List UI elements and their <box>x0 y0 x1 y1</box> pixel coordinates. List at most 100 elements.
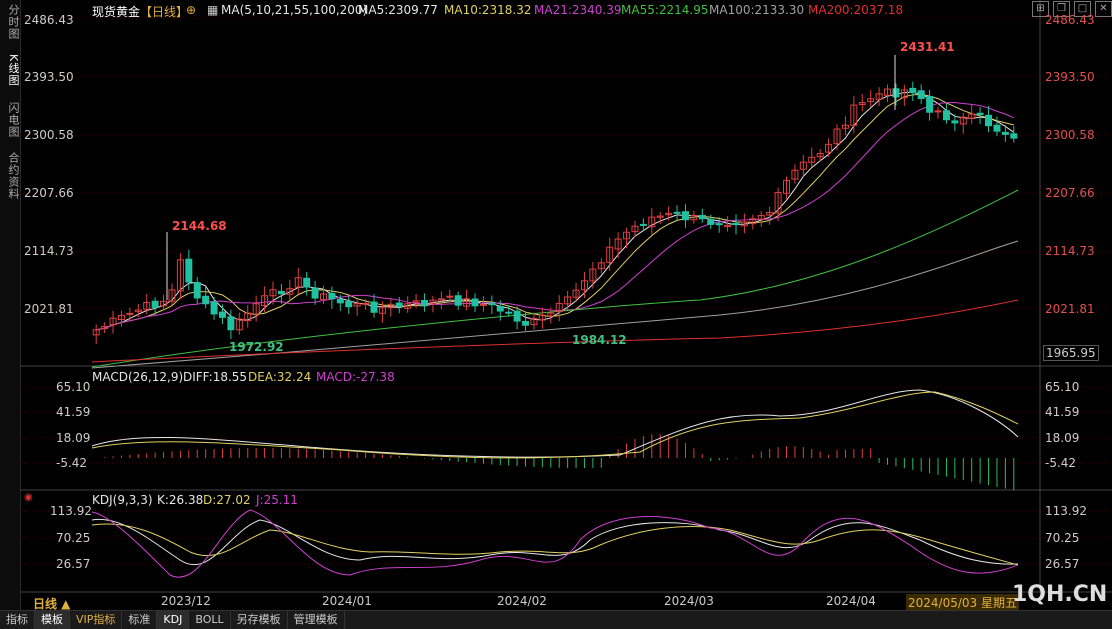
candle-body <box>1010 133 1018 139</box>
candle-body <box>252 303 260 316</box>
tab-vip-indicators[interactable]: VIP指标 <box>70 611 123 629</box>
candle-body <box>673 211 681 214</box>
window-controls: ⊞ ❐ □ ✕ <box>1032 1 1112 17</box>
candle-body <box>387 303 395 309</box>
candle-body <box>269 289 277 297</box>
tab-manage-templates[interactable]: 管理模板 <box>288 611 345 629</box>
tab-indicators[interactable]: 指标 <box>0 611 35 629</box>
candle-body <box>471 298 479 307</box>
drawing-tool-icon[interactable]: ▦ <box>207 3 219 17</box>
candle-body <box>766 212 774 216</box>
tab-flash[interactable]: 闪电图 <box>7 102 20 138</box>
macd-right-tick-1: 41.59 <box>1045 405 1080 419</box>
ma55-line <box>91 189 1019 368</box>
candle-body <box>825 143 833 153</box>
date-label-mar: 2024/03 <box>664 594 714 608</box>
dec-high-annotation: 2144.68 <box>172 219 227 233</box>
kdj-j-line <box>91 509 1019 578</box>
candle-body <box>395 302 403 308</box>
ma5-value: MA5:2309.77 <box>358 3 438 17</box>
macd-lines <box>91 389 1019 459</box>
candle-body <box>606 246 614 263</box>
candle-body <box>126 312 134 315</box>
left-price-tick-3: 2207.66 <box>24 186 74 200</box>
kdj-right-tick-2: 26.57 <box>1045 557 1080 571</box>
tab-standard[interactable]: 标准 <box>122 611 158 629</box>
candle-body <box>227 316 235 331</box>
macd-title: MACD(26,12,9) <box>92 370 184 384</box>
macd-left-tick-2: 18.09 <box>56 431 91 445</box>
candle-body <box>614 238 622 250</box>
candle-body <box>311 287 319 299</box>
candle-body <box>303 277 311 288</box>
add-indicator-icon[interactable]: ⊕ <box>186 3 197 17</box>
candle-body <box>555 302 563 313</box>
right-price-tick-3: 2207.66 <box>1045 186 1095 200</box>
candle-body <box>681 211 689 221</box>
candle-body <box>909 87 917 94</box>
kdj-left-tick-1: 70.25 <box>56 531 91 545</box>
candle-body <box>168 289 176 302</box>
ma200-value: MA200:2037.18 <box>808 3 904 17</box>
candle-body <box>404 303 412 309</box>
moving-average-lines <box>91 91 1019 369</box>
tab-save-template[interactable]: 另存模板 <box>231 611 288 629</box>
candle-body <box>193 282 201 299</box>
candle-body <box>345 301 353 308</box>
restore-icon[interactable]: ❐ <box>1053 1 1070 17</box>
candle-body <box>151 300 159 308</box>
tab-kdj[interactable]: KDJ <box>157 611 190 629</box>
left-price-tick-1: 2393.50 <box>24 70 74 84</box>
kdj-left-tick-0: 113.92 <box>50 504 92 518</box>
candle-body <box>547 312 555 317</box>
right-price-tick-2: 2300.58 <box>1045 128 1095 142</box>
macd-dea: DEA:32.24 <box>248 370 312 384</box>
chart-stage[interactable] <box>20 0 1112 610</box>
macd-right-tick-0: 65.10 <box>1045 380 1080 394</box>
left-price-top: 2486.43 <box>24 13 74 27</box>
candle-body <box>799 161 807 170</box>
candle-body <box>176 259 184 292</box>
candle-body <box>850 104 858 126</box>
left-price-tick-5: 2021.81 <box>24 302 74 316</box>
right-price-tick-0: 2486.43 <box>1045 13 1095 27</box>
tab-templates[interactable]: 模板 <box>35 611 70 629</box>
tab-kline[interactable]: K线图 <box>7 54 20 87</box>
tab-contract-info[interactable]: 合约资料 <box>7 152 20 200</box>
candle-body <box>143 302 151 310</box>
maximize-icon[interactable]: □ <box>1074 1 1091 17</box>
grid-icon[interactable]: ⊞ <box>1032 1 1049 17</box>
candle-body <box>791 169 799 180</box>
candle-body <box>783 180 790 194</box>
candle-body <box>92 329 100 336</box>
kdj-k-line <box>91 518 1019 566</box>
candle-body <box>648 216 656 228</box>
candle-body <box>210 301 218 315</box>
close-icon[interactable]: ✕ <box>1095 1 1112 17</box>
candle-body <box>160 300 168 307</box>
candle-body <box>690 215 698 221</box>
candle-body <box>218 311 226 318</box>
tab-timeshare[interactable]: 分时图 <box>7 4 20 40</box>
candle-body <box>623 231 631 240</box>
ma-params: MA(5,10,21,55,100,200) <box>221 3 368 17</box>
kdj-j: J:25.11 <box>256 493 298 507</box>
candle-body <box>959 116 967 125</box>
candle-body <box>412 300 420 303</box>
candle-body <box>715 223 723 226</box>
period-selector[interactable]: 日线 ▲ <box>33 597 71 611</box>
feb-low-annotation: 1984.12 <box>572 333 627 347</box>
candle-body <box>479 303 487 306</box>
candle-body <box>421 299 429 307</box>
tab-boll[interactable]: BOLL <box>189 611 231 629</box>
kdj-marker-icon: ◉ <box>24 492 33 503</box>
watermark: 1QH.CN <box>1012 582 1108 607</box>
macd-dea-line <box>91 391 1019 459</box>
candle-body <box>101 326 109 330</box>
candle-body <box>505 311 513 314</box>
candle-body <box>833 128 841 145</box>
candle-body <box>446 295 454 298</box>
date-label-feb: 2024/02 <box>497 594 547 608</box>
bottom-toolbar: 指标 模板 VIP指标 标准 KDJ BOLL 另存模板 管理模板 <box>0 610 1112 629</box>
macd-value: MACD:-27.38 <box>316 370 395 384</box>
